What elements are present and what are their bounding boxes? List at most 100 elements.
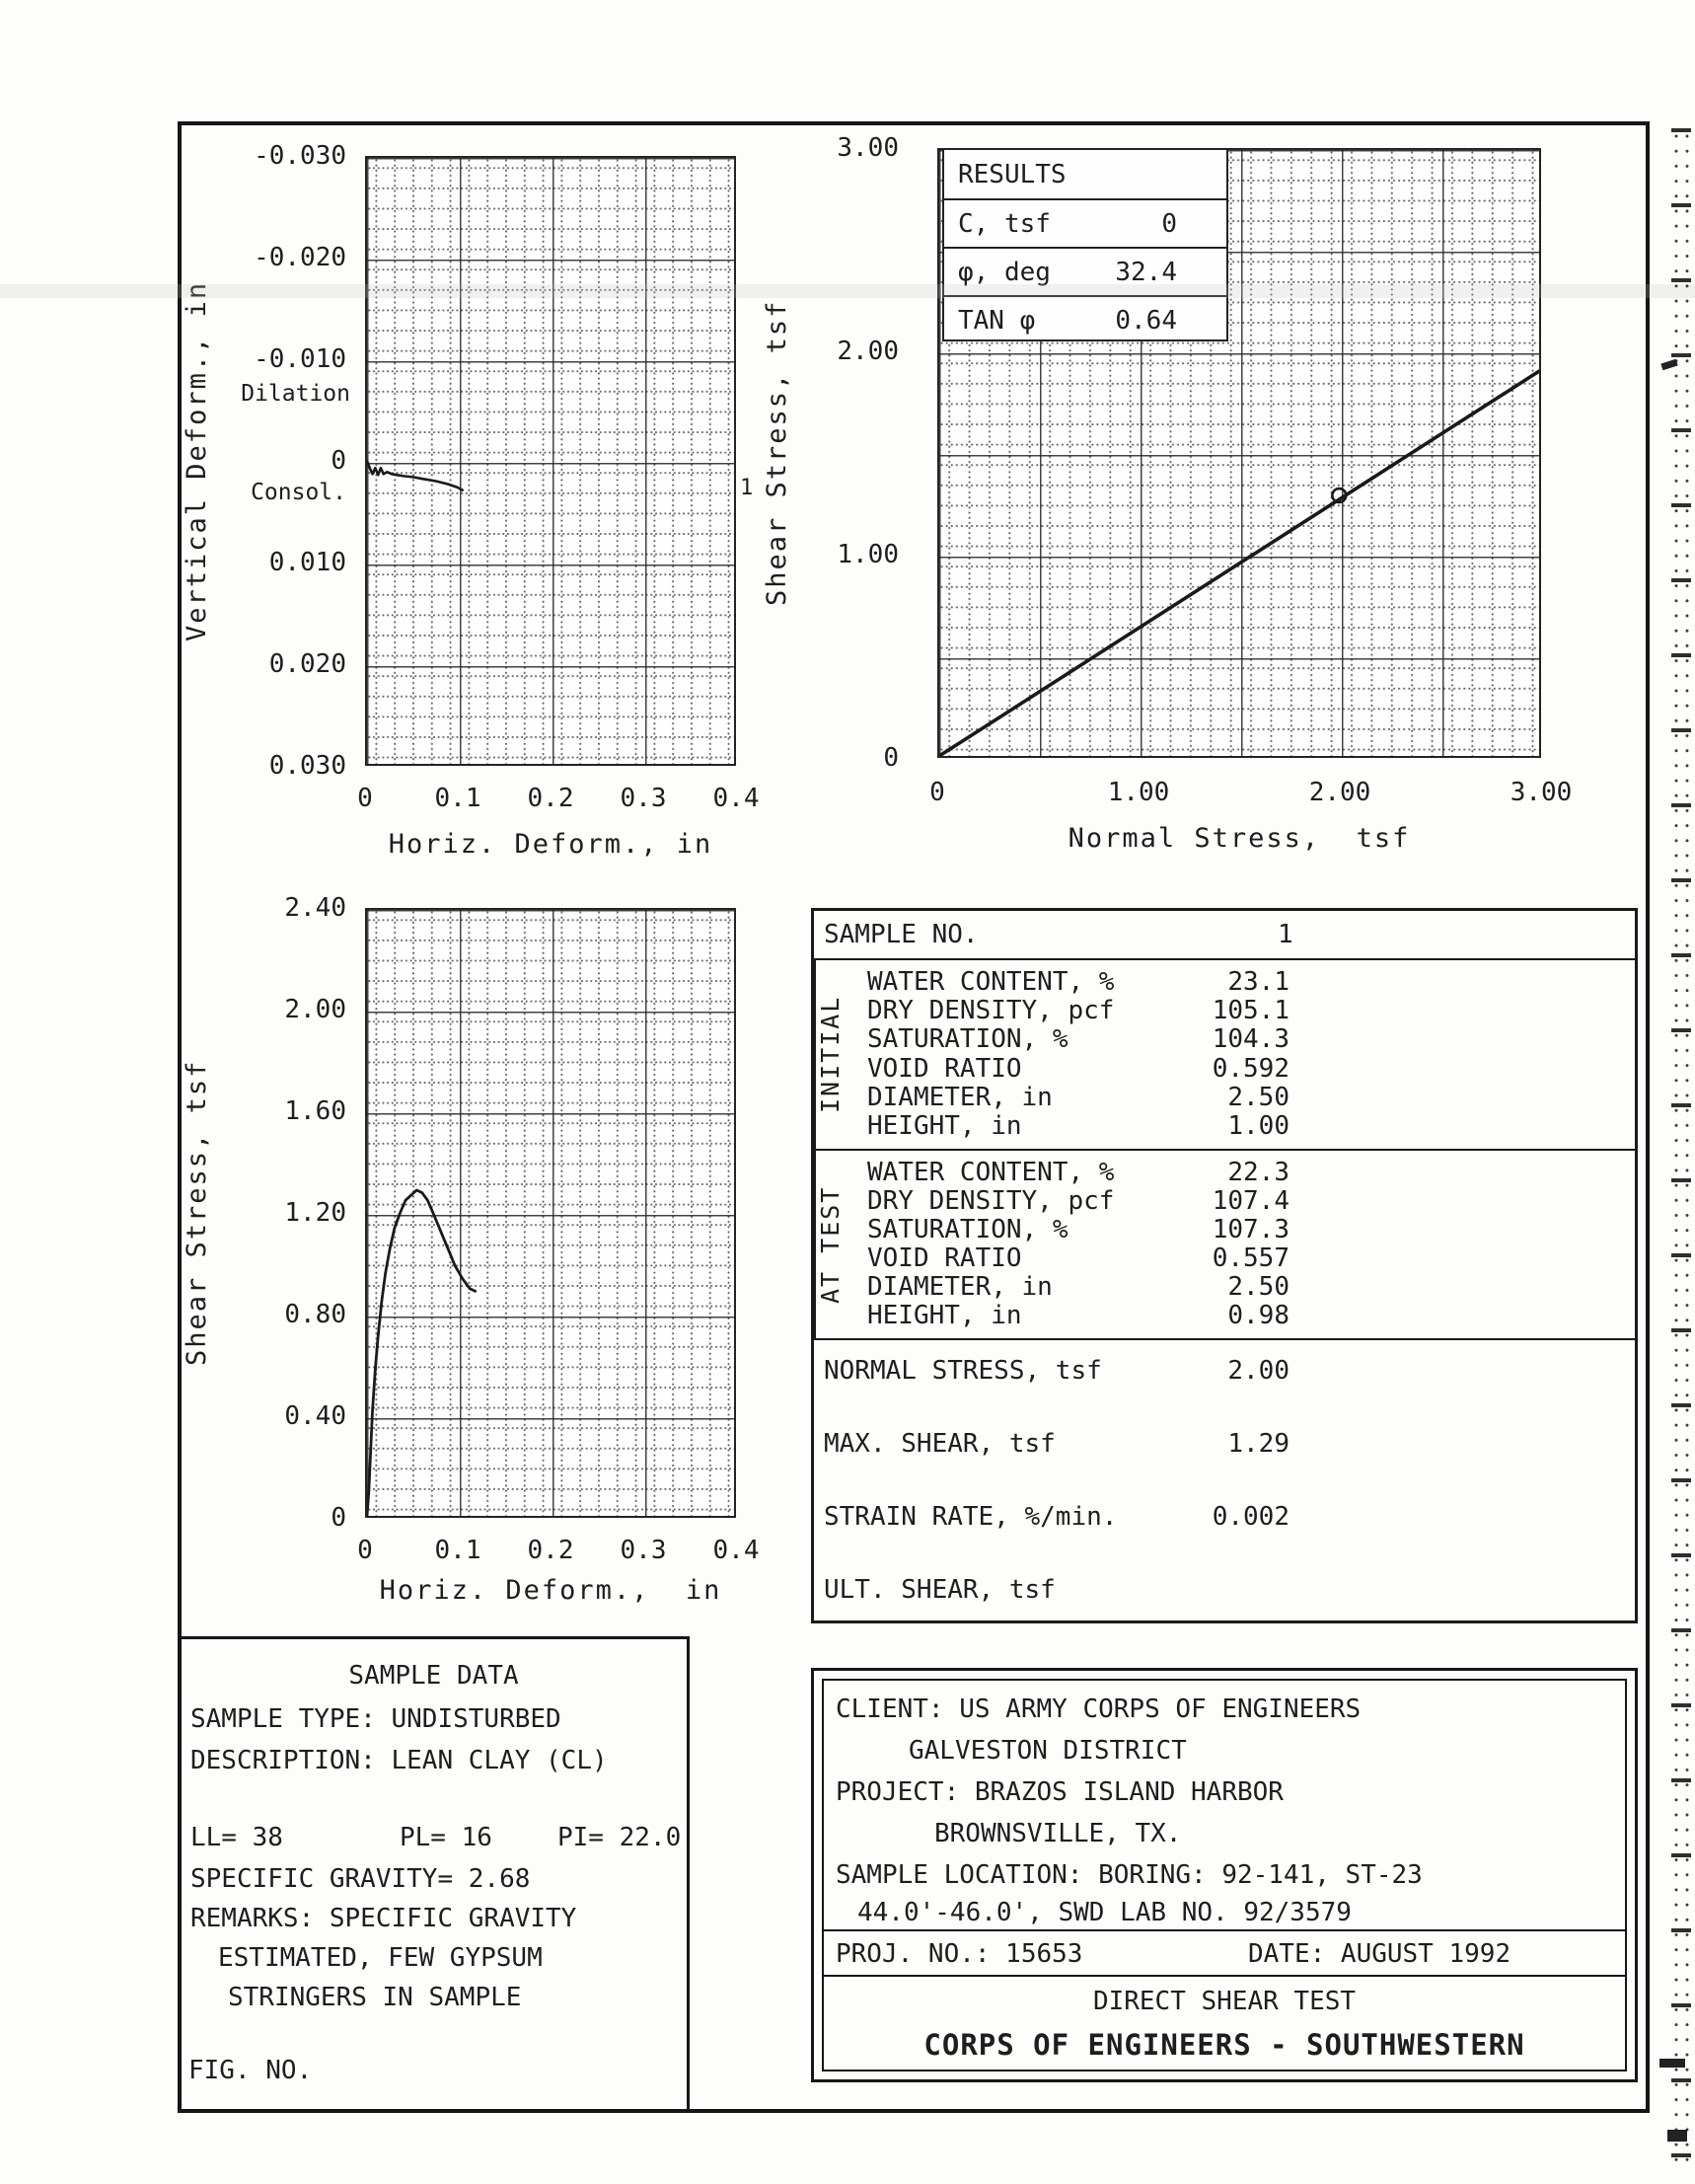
- at-test-params: WATER CONTENT, % 22.3 DRY DENSITY, pcf 107…: [855, 1151, 1635, 1338]
- table-row: VOID RATIO 0.557: [867, 1244, 1290, 1273]
- sample-depth-line: 44.0'-46.0', SWD LAB NO. 92/3579: [857, 1898, 1352, 1927]
- liquid-limit: LL= 38: [190, 1823, 283, 1852]
- param-value: 0.98: [1227, 1301, 1290, 1330]
- stress-strain-curve: [367, 1188, 478, 1516]
- cohesion-value: 0: [1161, 208, 1177, 239]
- summary-label: STRAIN RATE, %/min.: [824, 1502, 1118, 1532]
- envelope-chart-y-axis-title: Shear Stress, tsf: [762, 299, 792, 607]
- param-value: 107.3: [1212, 1215, 1290, 1244]
- summary-value: 0.002: [1212, 1502, 1290, 1532]
- organization-name: CORPS OF ENGINEERS - SOUTHWESTERN: [923, 2028, 1525, 2062]
- summary-value: 1.29: [1227, 1429, 1290, 1459]
- phi-value: 32.4: [1115, 257, 1177, 287]
- tick-label: 0.3: [620, 784, 667, 813]
- table-row: SATURATION, % 104.3: [867, 1025, 1290, 1054]
- title-block-divider: [824, 1929, 1625, 1931]
- table-row: HEIGHT, in 0.98: [867, 1302, 1290, 1330]
- results-row-tan-phi: TAN φ 0.64: [944, 295, 1226, 343]
- sheet-border: [178, 121, 1650, 2113]
- tick-label: 0.2: [527, 784, 574, 813]
- tick-label: -0.010: [254, 344, 346, 374]
- param-label: DIAMETER, in: [867, 1082, 1053, 1112]
- tick-label: -0.030: [254, 141, 346, 171]
- sample-table: SAMPLE NO. 1 INITIAL WATER CONTENT, % 23.…: [811, 908, 1638, 1623]
- tick-label: 2.00: [1308, 778, 1371, 807]
- project-line: PROJECT: BRAZOS ISLAND HARBOR: [836, 1777, 1284, 1807]
- stress-strain-chart-y-ticks: 2.40 2.00 1.60 1.20 0.80 0.40 0: [222, 895, 350, 1531]
- tick-label: 0.1: [434, 1536, 481, 1565]
- tick-label: 0: [331, 1503, 346, 1533]
- tick-label: 2.00: [837, 337, 899, 366]
- table-row: DRY DENSITY, pcf 107.4: [867, 1187, 1290, 1216]
- tick-label: 2.00: [284, 995, 346, 1024]
- tick-label: 0.1: [434, 784, 481, 813]
- scan-artifact: [0, 284, 1695, 298]
- table-row: WATER CONTENT, % 22.3: [867, 1159, 1290, 1187]
- param-value: 0.557: [1212, 1243, 1290, 1273]
- plastic-limit: PL= 16: [400, 1823, 492, 1852]
- dilation-label: Dilation: [241, 381, 350, 407]
- consolidation-chart-x-ticks: 0 0.1 0.2 0.3 0.4: [357, 778, 759, 813]
- tick-label: 1.00: [837, 540, 899, 569]
- consol-label: Consol.: [251, 480, 346, 505]
- envelope-chart-y-ticks: 3.00 2.00 1.00 0: [799, 135, 903, 771]
- sample-no-row: SAMPLE NO. 1: [814, 911, 1635, 960]
- report-date: DATE: AUGUST 1992: [1248, 1939, 1511, 1969]
- tick-label: 1.00: [1107, 778, 1170, 807]
- table-row: ULT. SHEAR, tsf: [824, 1575, 1290, 1609]
- remarks-line-2: ESTIMATED, FEW GYPSUM: [218, 1943, 543, 1973]
- project-city-line: BROWNSVILLE, TX.: [934, 1819, 1182, 1848]
- consolidation-chart-y-axis-title: Vertical Deform., in: [182, 280, 212, 641]
- sample-location-line: SAMPLE LOCATION: BORING: 92-141, ST-23: [836, 1860, 1423, 1890]
- sample-data-box: SAMPLE DATA SAMPLE TYPE: UNDISTURBED DES…: [178, 1636, 690, 2113]
- sample-no-value: 1: [1278, 920, 1293, 949]
- tick-label: 0: [331, 446, 346, 476]
- scan-artifact: [1671, 128, 1694, 2171]
- param-label: WATER CONTENT, %: [867, 967, 1115, 998]
- title-block-divider: [824, 1975, 1625, 1977]
- tick-label: 0.030: [268, 751, 346, 781]
- table-row: DIAMETER, in 2.50: [867, 1082, 1290, 1112]
- at-test-block-label: AT TEST: [814, 1151, 855, 1338]
- table-row: STRAIN RATE, %/min. 0.002: [824, 1502, 1290, 1536]
- param-label: DRY DENSITY, pcf: [867, 996, 1115, 1026]
- sample-number-annotation: 1: [740, 476, 754, 500]
- project-number: PROJ. NO.: 15653: [836, 1939, 1083, 1969]
- table-row: MAX. SHEAR, tsf 1.29: [824, 1429, 1290, 1463]
- tick-label: 0.020: [268, 649, 346, 679]
- table-row: SATURATION, % 107.3: [867, 1216, 1290, 1244]
- fig-no-label: FIG. NO.: [188, 2056, 313, 2085]
- consolidation-chart-y-ticks: -0.030 -0.020 -0.010 0 0.010 0.020 0.030: [222, 143, 350, 779]
- param-label: HEIGHT, in: [867, 1110, 1022, 1141]
- param-label: DIAMETER, in: [867, 1272, 1053, 1302]
- stress-strain-chart-x-ticks: 0 0.1 0.2 0.3 0.4: [357, 1530, 759, 1565]
- results-box: RESULTS C, tsf 0 φ, deg 32.4 TAN φ 0.64: [942, 148, 1228, 341]
- param-value: 104.3: [1212, 1024, 1290, 1055]
- param-label: SATURATION, %: [867, 1024, 1069, 1055]
- summary-label: NORMAL STRESS, tsf: [824, 1356, 1102, 1386]
- tick-label: 2.40: [284, 893, 346, 923]
- plasticity-index: PI= 22.0: [557, 1823, 682, 1852]
- summary-value: 2.00: [1227, 1356, 1290, 1386]
- param-label: DRY DENSITY, pcf: [867, 1186, 1115, 1216]
- client-line: CLIENT: US ARMY CORPS OF ENGINEERS: [836, 1694, 1362, 1724]
- sample-description: DESCRIPTION: LEAN CLAY (CL): [190, 1746, 608, 1775]
- param-value: 23.1: [1227, 967, 1290, 998]
- consolidation-curve: [367, 459, 465, 491]
- param-value: 1.00: [1227, 1110, 1290, 1141]
- tick-label: -0.020: [254, 243, 346, 272]
- client-district-line: GALVESTON DISTRICT: [909, 1736, 1187, 1766]
- param-label: SATURATION, %: [867, 1215, 1069, 1244]
- param-label: HEIGHT, in: [867, 1301, 1022, 1330]
- results-title: RESULTS: [958, 159, 1067, 189]
- tick-label: 3.00: [1510, 778, 1573, 807]
- phi-label: φ, deg: [958, 257, 1051, 287]
- param-value: 22.3: [1227, 1158, 1290, 1187]
- param-label: VOID RATIO: [867, 1243, 1022, 1273]
- sample-data-title: SAMPLE DATA: [348, 1661, 519, 1691]
- tick-label: 0: [883, 743, 899, 773]
- tick-label: 1.60: [284, 1096, 346, 1126]
- tan-phi-label: TAN φ: [958, 305, 1036, 336]
- table-row: DRY DENSITY, pcf 105.1: [867, 997, 1290, 1025]
